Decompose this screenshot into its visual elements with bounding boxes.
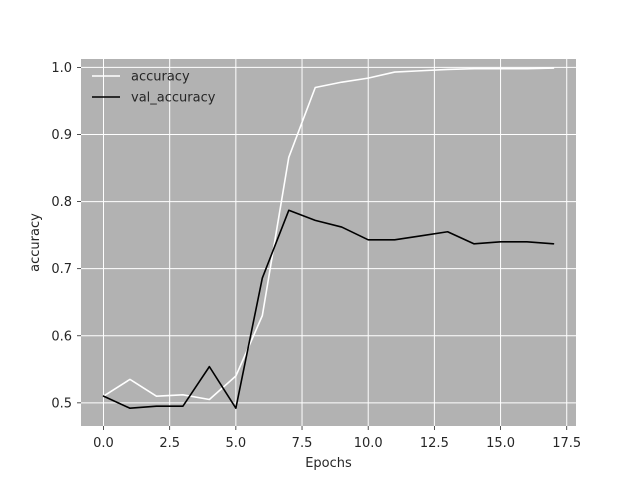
x-axis-label: Epochs bbox=[305, 456, 352, 471]
legend-label-val-accuracy: val_accuracy bbox=[131, 91, 216, 106]
y-tick-label: 1.0 bbox=[51, 61, 72, 76]
x-tick-label: 15.0 bbox=[486, 436, 515, 451]
series-line-accuracy bbox=[102, 67, 555, 401]
y-axis-label: accuracy bbox=[28, 213, 43, 272]
x-tick-label: 17.5 bbox=[552, 436, 581, 451]
x-tick-label: 7.5 bbox=[292, 436, 313, 451]
x-axis-ticks: 0.0 2.5 5.0 7.5 10.0 12.5 15.0 17.5 bbox=[93, 426, 581, 451]
x-tick-label: 2.5 bbox=[159, 436, 180, 451]
y-tick-label: 0.7 bbox=[51, 262, 72, 277]
series-lines bbox=[102, 67, 555, 410]
y-tick-label: 0.9 bbox=[51, 128, 72, 143]
legend: accuracy val_accuracy bbox=[92, 70, 216, 106]
x-tick-label: 10.0 bbox=[354, 436, 383, 451]
y-tick-label: 0.8 bbox=[51, 195, 72, 210]
y-axis-ticks: 0.5 0.6 0.7 0.8 0.9 1.0 bbox=[51, 61, 81, 411]
grid-lines bbox=[81, 59, 576, 426]
x-tick-label: 12.5 bbox=[420, 436, 449, 451]
x-tick-label: 0.0 bbox=[93, 436, 114, 451]
y-tick-label: 0.5 bbox=[51, 396, 72, 411]
series-line-val-accuracy bbox=[102, 209, 555, 410]
y-tick-label: 0.6 bbox=[51, 329, 72, 344]
legend-label-accuracy: accuracy bbox=[131, 70, 190, 85]
x-tick-label: 5.0 bbox=[226, 436, 247, 451]
